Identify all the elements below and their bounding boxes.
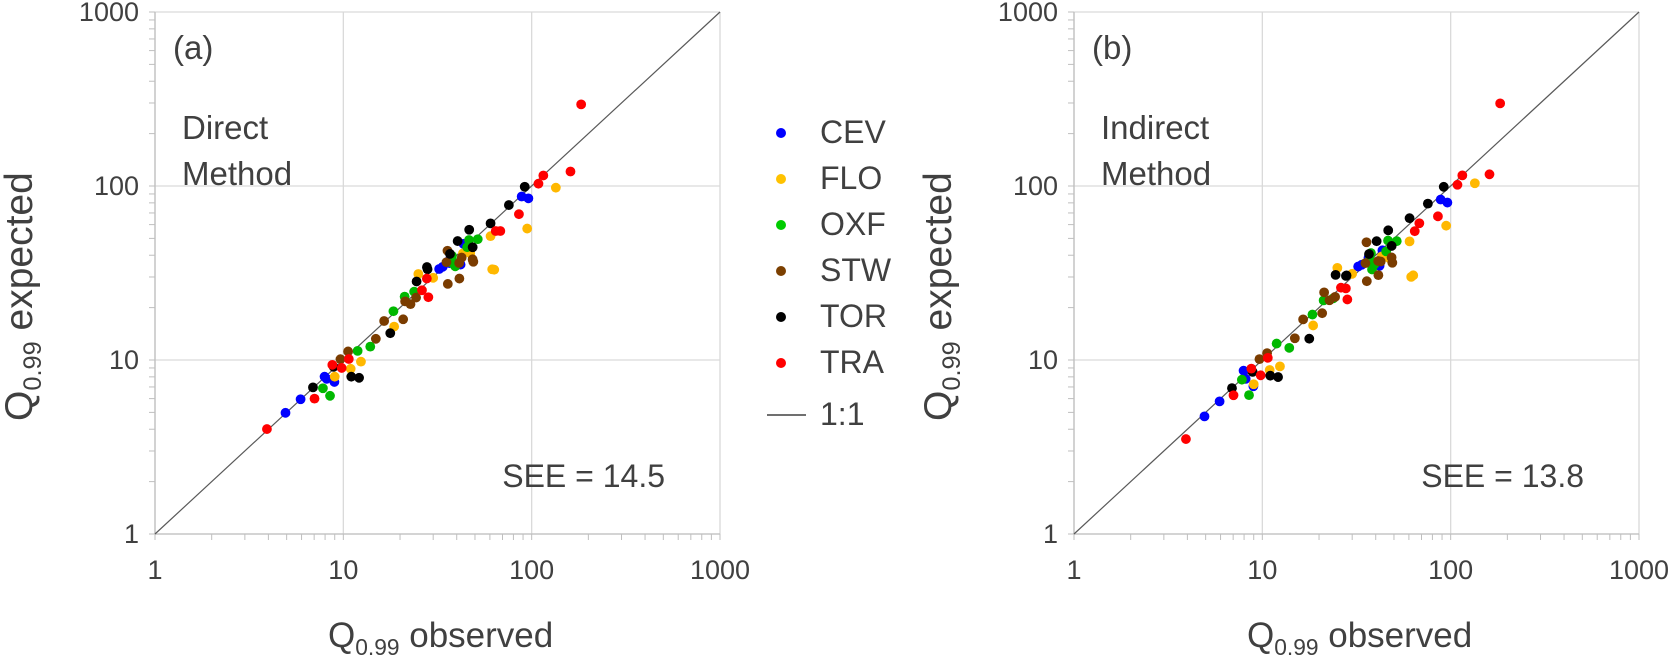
- svg-text:1000: 1000: [1609, 555, 1669, 585]
- svg-text:10: 10: [1028, 345, 1058, 375]
- svg-text:100: 100: [1428, 555, 1473, 585]
- svg-text:STW: STW: [820, 252, 892, 288]
- svg-text:Method: Method: [182, 155, 292, 192]
- svg-text:Method: Method: [1101, 155, 1211, 192]
- svg-text:Indirect: Indirect: [1101, 109, 1209, 146]
- svg-text:1: 1: [124, 519, 139, 549]
- svg-text:CEV: CEV: [820, 114, 886, 150]
- svg-text:SEE = 14.5: SEE = 14.5: [502, 458, 665, 494]
- svg-text:1000: 1000: [690, 555, 750, 585]
- svg-text:100: 100: [509, 555, 554, 585]
- svg-text:1000: 1000: [79, 0, 139, 27]
- svg-text:Direct: Direct: [182, 109, 268, 146]
- svg-text:1:1: 1:1: [820, 396, 864, 432]
- svg-text:(a): (a): [173, 29, 213, 66]
- svg-text:FLO: FLO: [820, 160, 882, 196]
- svg-text:TRA: TRA: [820, 344, 885, 380]
- svg-text:100: 100: [94, 171, 139, 201]
- svg-text:TOR: TOR: [820, 298, 887, 334]
- svg-text:1000: 1000: [998, 0, 1058, 27]
- svg-text:10: 10: [328, 555, 358, 585]
- svg-text:1: 1: [1043, 519, 1058, 549]
- svg-text:OXF: OXF: [820, 206, 886, 242]
- svg-text:10: 10: [1247, 555, 1277, 585]
- svg-text:1: 1: [147, 555, 162, 585]
- svg-text:(b): (b): [1092, 29, 1132, 66]
- svg-text:SEE = 13.8: SEE = 13.8: [1421, 458, 1584, 494]
- svg-text:1: 1: [1066, 555, 1081, 585]
- svg-text:10: 10: [109, 345, 139, 375]
- svg-text:100: 100: [1013, 171, 1058, 201]
